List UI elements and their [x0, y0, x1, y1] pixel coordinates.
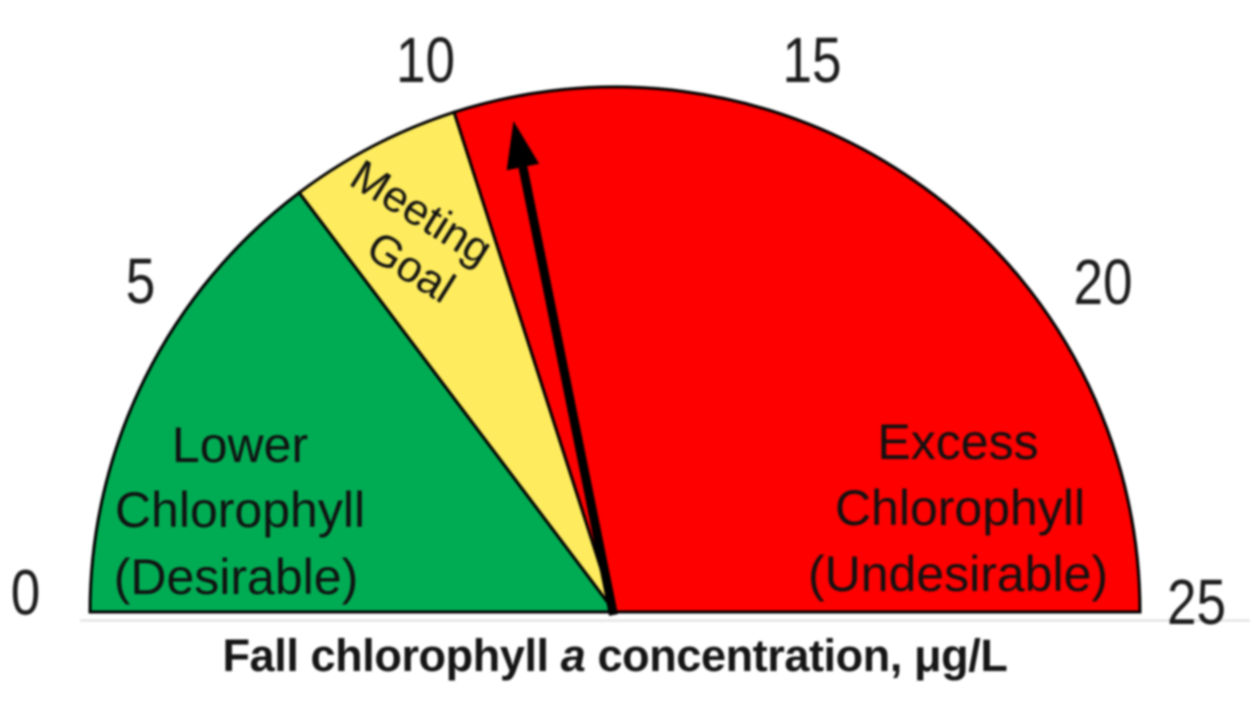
svg-text:0: 0: [11, 558, 41, 629]
svg-text:Fall chlorophyll a concentrati: Fall chlorophyll a concentration, μg/L: [223, 630, 1008, 681]
svg-text:10: 10: [396, 25, 455, 96]
svg-text:20: 20: [1073, 247, 1132, 318]
svg-text:Chlorophyll: Chlorophyll: [115, 482, 365, 538]
svg-text:Lower: Lower: [172, 417, 308, 473]
svg-text:15: 15: [782, 25, 841, 96]
svg-text:25: 25: [1167, 567, 1226, 638]
svg-text:(Desirable): (Desirable): [114, 549, 359, 605]
svg-text:Excess: Excess: [877, 414, 1038, 470]
svg-text:5: 5: [126, 246, 156, 317]
svg-text:(Undesirable): (Undesirable): [808, 546, 1108, 602]
svg-text:Chlorophyll: Chlorophyll: [835, 480, 1085, 536]
